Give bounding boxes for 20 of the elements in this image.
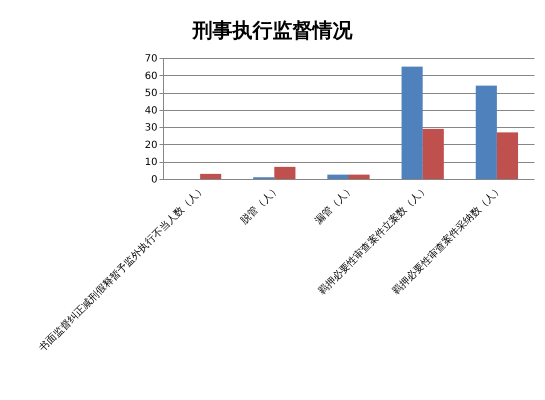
bar bbox=[496, 132, 518, 179]
bar bbox=[402, 66, 423, 179]
bar bbox=[327, 174, 348, 179]
y-tick-label: 60 bbox=[144, 70, 158, 82]
x-tick-label: 脱管（人） bbox=[238, 182, 282, 227]
bar bbox=[476, 86, 497, 179]
y-tick-label: 40 bbox=[144, 105, 158, 116]
x-tick-label: 漏管（人） bbox=[312, 182, 356, 227]
y-tick-label: 30 bbox=[144, 122, 158, 134]
bar bbox=[274, 166, 296, 179]
y-tick-label: 20 bbox=[144, 140, 158, 151]
bar bbox=[422, 128, 444, 179]
bar bbox=[348, 174, 370, 179]
y-tick-label: 70 bbox=[144, 54, 158, 64]
chart-title: 刑事执行监督情况 bbox=[192, 18, 354, 42]
y-tick-label: 0 bbox=[151, 174, 158, 186]
y-tick-label: 10 bbox=[144, 157, 158, 168]
bar bbox=[200, 174, 222, 179]
x-tick-label: 书面监督纠正减刑假释暂予监外执行不当人数（人） bbox=[36, 182, 208, 354]
y-tick-label: 50 bbox=[144, 88, 158, 100]
